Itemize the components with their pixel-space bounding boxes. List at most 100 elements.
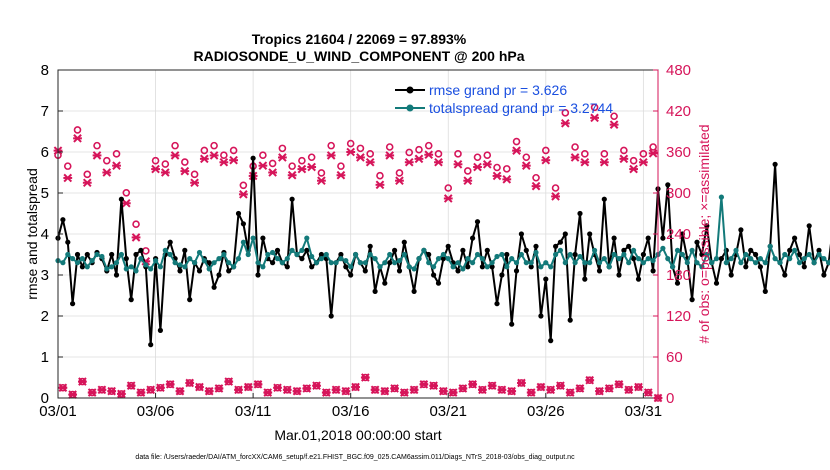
rmse-point xyxy=(84,251,90,258)
spread-point xyxy=(421,247,427,253)
spread-point xyxy=(153,258,159,264)
rmse-point xyxy=(216,272,222,278)
y-tick-label: 2 xyxy=(41,308,49,325)
obs-assimilated-point xyxy=(599,157,609,167)
rmse-point xyxy=(460,247,466,253)
x-tick-label: 03/31 xyxy=(625,403,663,420)
obs-assimilated-point xyxy=(404,157,414,167)
obs-possible-point xyxy=(629,156,638,165)
spread-point xyxy=(455,260,461,266)
rmse-point xyxy=(226,268,232,274)
rmse-point xyxy=(626,243,632,249)
rmse-point xyxy=(513,268,520,274)
obs-possible-point xyxy=(102,156,111,165)
spread-point xyxy=(650,258,656,264)
obs-assimilated-point xyxy=(570,153,580,162)
obs-assimilated-point xyxy=(160,168,170,177)
rmse-point xyxy=(679,231,686,237)
obs-assimilated-point xyxy=(336,170,346,180)
spread-point xyxy=(128,264,134,270)
obs-assimilated-point xyxy=(604,384,614,393)
obs-assimilated-point xyxy=(526,388,536,397)
spread-point xyxy=(606,264,612,270)
spread-point xyxy=(109,264,115,270)
rmse-point xyxy=(587,231,593,237)
spread-point xyxy=(567,251,573,258)
obs-possible-point xyxy=(532,173,540,182)
rmse-point xyxy=(255,272,261,278)
grid-lines xyxy=(58,70,658,398)
obs-possible-point xyxy=(112,150,121,158)
spread-point xyxy=(718,194,725,200)
spread-point xyxy=(689,247,695,253)
rmse-point xyxy=(235,210,242,217)
obs-possible-point xyxy=(63,162,72,170)
spread-point xyxy=(192,260,198,266)
y-axis-label-left: rmse and totalspread xyxy=(24,168,40,300)
obs-assimilated-point xyxy=(395,176,404,186)
spread-point xyxy=(133,268,139,274)
rmse-point xyxy=(148,342,154,348)
obs-possible-point xyxy=(376,171,384,180)
spread-point xyxy=(177,262,183,268)
series-layer xyxy=(55,155,830,348)
spread-point xyxy=(489,260,495,266)
obs-assimilated-point xyxy=(638,157,648,167)
y2-tick-label: 240 xyxy=(666,226,691,243)
spread-point xyxy=(357,260,363,266)
spread-point xyxy=(645,256,651,262)
y2-tick-label: 420 xyxy=(666,103,691,120)
obs-assimilated-point xyxy=(551,192,560,201)
obs-possible-point xyxy=(542,146,550,155)
spread-point xyxy=(294,251,300,258)
spread-point xyxy=(235,256,242,262)
obs-assimilated-point xyxy=(317,176,326,186)
spread-point xyxy=(499,251,505,258)
rmse-point xyxy=(60,217,66,223)
rmse-point xyxy=(572,251,578,258)
obs-assimilated-point xyxy=(185,378,195,388)
obs-count-layer xyxy=(53,103,663,403)
rmse-point xyxy=(109,251,115,258)
obs-possible-point xyxy=(259,151,267,159)
spread-point xyxy=(713,256,720,262)
rmse-point xyxy=(665,182,671,188)
rmse-point xyxy=(372,288,378,294)
spread-point xyxy=(274,256,281,262)
spread-point xyxy=(74,260,81,266)
spread-point xyxy=(353,251,359,258)
obs-assimilated-point xyxy=(219,157,229,167)
obs-assimilated-point xyxy=(502,175,512,184)
rmse-point xyxy=(74,251,81,258)
spread-point xyxy=(523,260,529,266)
obs-assimilated-point xyxy=(468,380,478,389)
rmse-point xyxy=(118,196,124,202)
spread-point xyxy=(777,260,783,266)
rmse-point xyxy=(543,276,549,282)
rmse-point xyxy=(182,247,188,253)
spread-point xyxy=(206,266,212,272)
obs-assimilated-point xyxy=(204,386,214,396)
spread-point xyxy=(518,251,525,258)
rmse-point xyxy=(792,235,798,241)
obs-assimilated-point xyxy=(443,194,453,203)
spread-point xyxy=(796,260,803,266)
rmse-point xyxy=(328,313,334,319)
spread-point xyxy=(79,256,85,262)
spread-point xyxy=(216,256,222,262)
left-axis: 0 1 2 3 4 5 6 7 8 xyxy=(41,62,63,407)
obs-assimilated-point xyxy=(107,386,117,396)
spread-point xyxy=(528,260,534,266)
rmse-point xyxy=(757,264,764,270)
spread-point xyxy=(592,247,598,253)
spread-point xyxy=(733,247,739,253)
rmse-point xyxy=(206,260,212,266)
obs-assimilated-point xyxy=(180,166,190,176)
spread-point xyxy=(684,260,690,266)
spread-point xyxy=(372,256,378,262)
obs-assimilated-point xyxy=(77,377,87,386)
obs-possible-point xyxy=(73,126,82,134)
rmse-point xyxy=(445,243,451,249)
rmse-point xyxy=(674,280,681,286)
obs-assimilated-point xyxy=(521,161,531,170)
